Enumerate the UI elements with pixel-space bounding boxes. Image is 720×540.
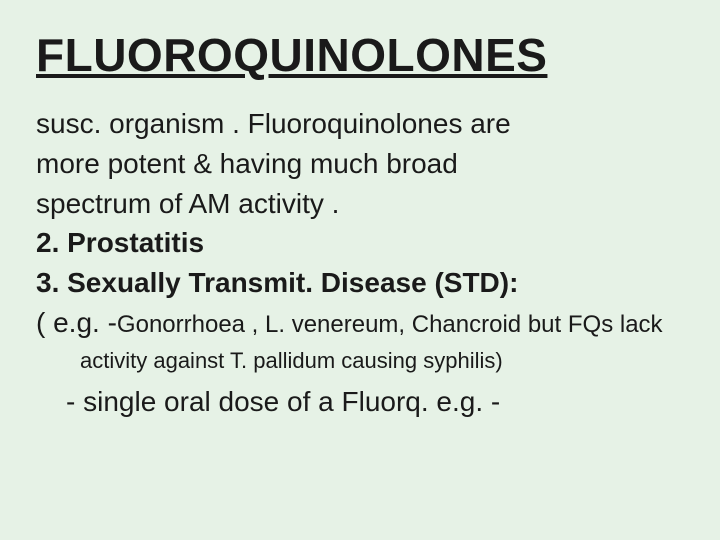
body-line-3: spectrum of AM activity . [36, 184, 684, 224]
body-line-5: 3. Sexually Transmit. Disease (STD): [36, 263, 684, 303]
body-line-4: 2. Prostatitis [36, 223, 684, 263]
slide-title: FLUOROQUINOLONES [36, 28, 684, 82]
l7-paren: ) [495, 348, 502, 373]
l7-prefix: activity against T. pallidum causing [80, 348, 423, 373]
l7-syphilis: syphilis [423, 348, 495, 373]
body-line-1: susc. organism . Fluoroquinolones are [36, 104, 684, 144]
body-line-8: - single oral dose of a Fluorq. e.g. - [66, 382, 684, 422]
l6-diseases: Gonorrhoea , L. venereum, Chancroid [117, 311, 528, 338]
body-line-7: activity against T. pallidum causing syp… [80, 345, 684, 376]
l6-prefix: ( e.g. - [36, 307, 117, 338]
body-line-6: ( e.g. -Gonorrhoea , L. venereum, Chancr… [36, 303, 684, 343]
body-line-2: more potent & having much broad [36, 144, 684, 184]
slide-body: susc. organism . Fluoroquinolones are mo… [36, 104, 684, 421]
l6-suffix: but FQs lack [528, 311, 663, 338]
